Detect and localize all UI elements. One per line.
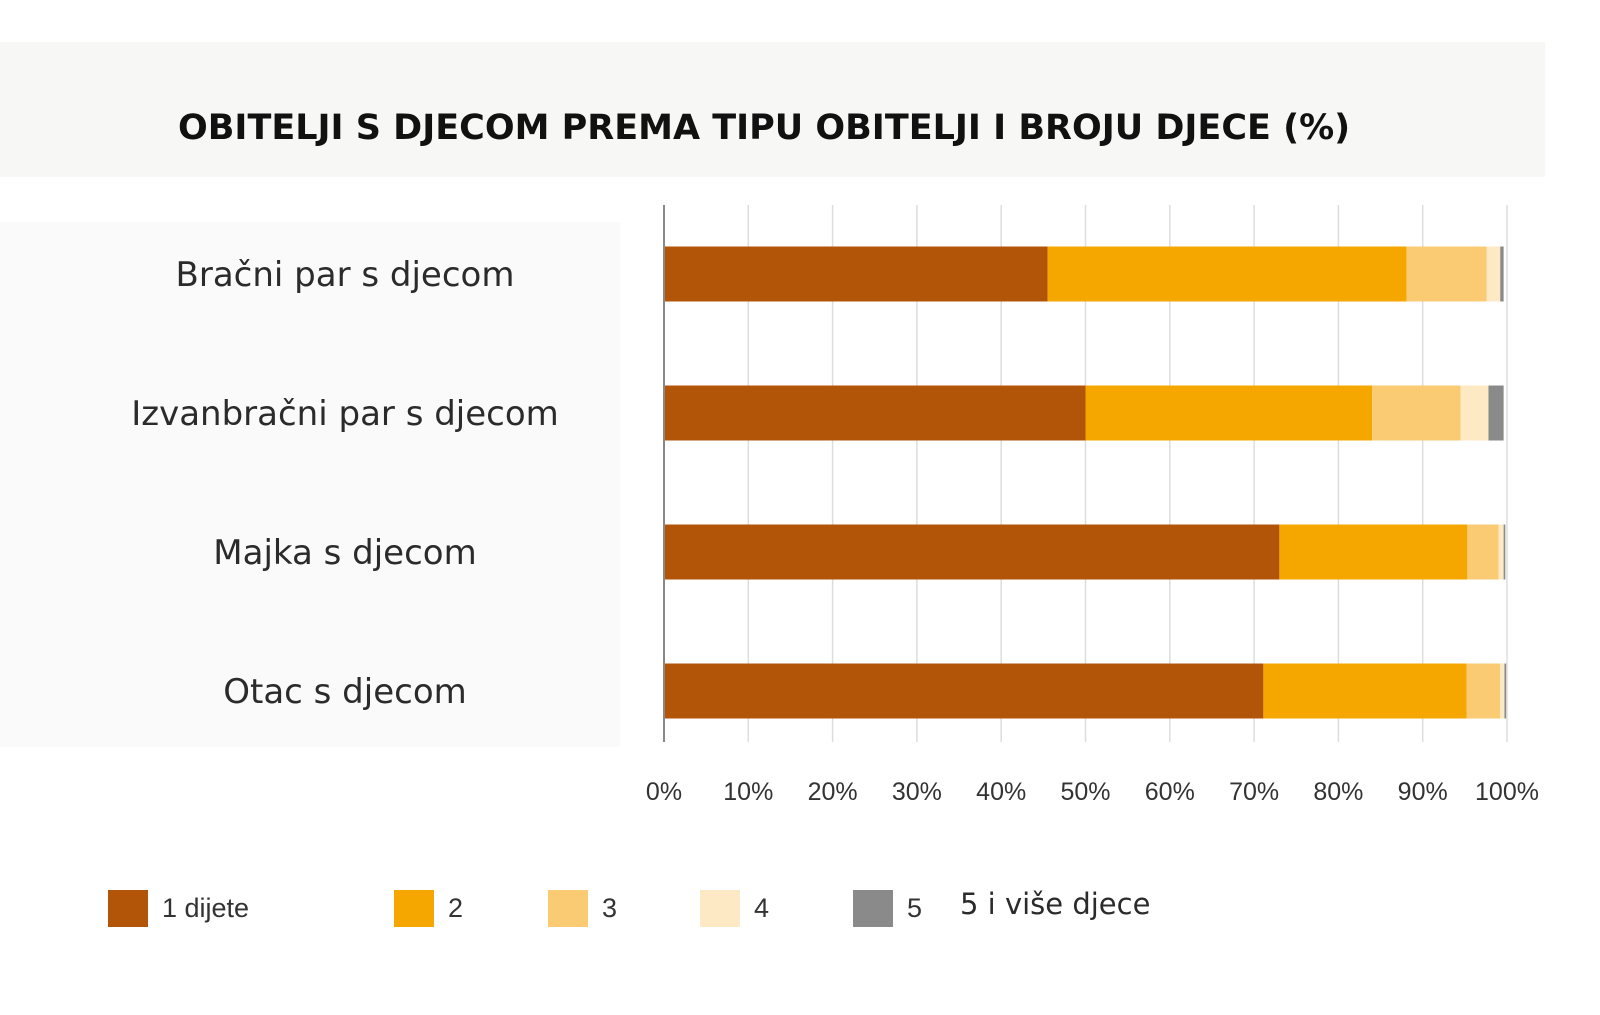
legend-item: 3 (548, 888, 617, 928)
bar-segment (1504, 663, 1507, 719)
bar-segment (1500, 663, 1505, 719)
bar-segment (1498, 524, 1504, 580)
bar-segment (664, 524, 1280, 580)
bar-segment (1500, 246, 1504, 302)
x-tick-label: 70% (1229, 778, 1279, 806)
x-tick-label: 90% (1398, 778, 1448, 806)
bar-segment (1460, 385, 1489, 441)
x-tick-label: 40% (976, 778, 1026, 806)
legend-swatch (700, 889, 740, 927)
bar-segment (1263, 663, 1467, 719)
legend-label: 3 (602, 892, 618, 923)
bar-segment (664, 246, 1048, 302)
bar-segment (1372, 385, 1461, 441)
title-band (0, 42, 1545, 177)
legend-item: 1 dijete (108, 888, 249, 928)
bar-segment (664, 385, 1086, 441)
bar-segment (1047, 246, 1407, 302)
legend-item: 2 (394, 888, 463, 928)
legend-label: 4 (754, 892, 770, 923)
legend-item: 4 (700, 888, 769, 928)
x-tick-label: 10% (723, 778, 773, 806)
legend-label: 5 (907, 892, 923, 923)
x-tick-label: 20% (808, 778, 858, 806)
x-tick-label: 100% (1475, 778, 1539, 806)
bar-segment (1406, 246, 1487, 302)
x-tick-label: 30% (892, 778, 942, 806)
legend-swatch (394, 889, 434, 927)
category-label-panel (0, 222, 620, 747)
bar-segment (1466, 663, 1501, 719)
category-label: Otac s djecom (223, 672, 467, 712)
bar-segment (1503, 524, 1506, 580)
chart-title: OBITELJI S DJECOM PREMA TIPU OBITELJI I … (178, 108, 1351, 148)
legend-note: 5 i više djece (960, 887, 1151, 921)
legend-swatch (853, 889, 893, 927)
x-tick-label: 0% (646, 778, 682, 806)
bar-segment (1486, 246, 1501, 302)
category-label: Izvanbračni par s djecom (131, 394, 559, 434)
bar-segment (1488, 385, 1504, 441)
category-label: Bračni par s djecom (176, 255, 515, 295)
legend-label: 1 dijete (162, 892, 250, 923)
bar-segment (1085, 385, 1373, 441)
legend-item: 5 (853, 888, 922, 928)
legend-swatch (548, 889, 588, 927)
x-tick-label: 80% (1313, 778, 1363, 806)
x-tick-label: 60% (1145, 778, 1195, 806)
bar-segment (664, 663, 1264, 719)
x-tick-label: 50% (1060, 778, 1110, 806)
category-label: Majka s djecom (213, 533, 476, 573)
legend-swatch (108, 889, 148, 927)
bar-segment (1467, 524, 1499, 580)
bar-segment (1279, 524, 1468, 580)
legend-label: 2 (448, 892, 464, 923)
